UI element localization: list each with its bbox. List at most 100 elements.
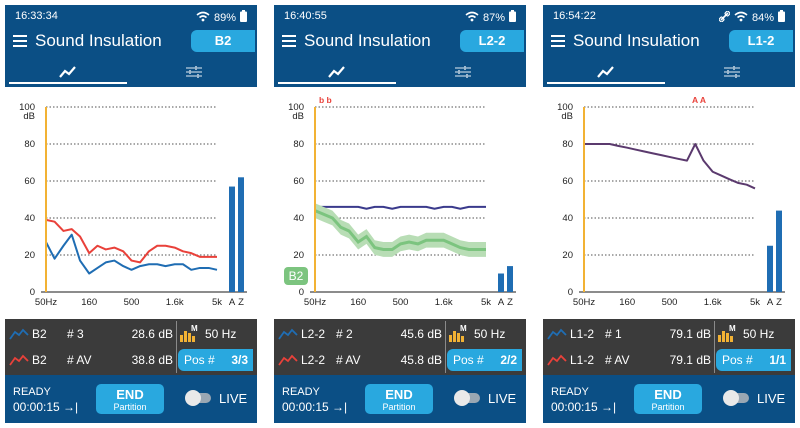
status-icons: 87%: [465, 10, 516, 25]
panel-divider: [445, 321, 446, 373]
status-icons: 89%: [196, 10, 247, 25]
position-counter[interactable]: Pos # 3/3: [178, 349, 253, 371]
y-tick-label: 80: [24, 139, 35, 150]
y-tick-label: 100: [288, 102, 304, 113]
tab-settings[interactable]: [669, 57, 795, 87]
link-icon: [718, 9, 731, 25]
x-tick-label: 50Hz: [35, 297, 57, 308]
x-tick-label: 5k: [750, 297, 760, 308]
tab-graph[interactable]: [543, 57, 669, 87]
row-name: B2: [32, 327, 47, 341]
tab-underline: [547, 82, 665, 84]
status-time: 16:54:22: [553, 10, 596, 22]
z-label: Z: [507, 297, 513, 308]
ready-status: READY: [282, 386, 320, 398]
tab-bar: [543, 57, 795, 87]
menu-icon[interactable]: [13, 35, 27, 48]
marker-frequency: 50 Hz: [743, 327, 775, 341]
marker-frequency: 50 Hz: [205, 327, 237, 341]
y-tick-label: 0: [568, 287, 573, 298]
top-markers: A A: [692, 95, 706, 105]
x-tick-label: 50Hz: [573, 297, 595, 308]
tab-settings[interactable]: [131, 57, 257, 87]
info-row-average: L2-2 # AV 45.8 dB: [274, 347, 526, 373]
tab-settings[interactable]: [400, 57, 526, 87]
y-tick-label: 60: [293, 176, 304, 187]
battery-percent: 89%: [213, 11, 236, 24]
graph-icon: [597, 66, 614, 78]
row-number: # 1: [605, 327, 622, 341]
y-tick-label: 40: [293, 213, 304, 224]
y-tick-label: 100: [557, 102, 573, 113]
position-selector[interactable]: B2: [191, 30, 255, 52]
sliders-icon: [455, 66, 471, 78]
row-value: 79.1 dB: [669, 327, 711, 341]
screen-3: 16:54:22 84% Sound Insulation L1-2 100 80…: [543, 5, 795, 423]
status-bar: 16:33:34 89%: [5, 5, 257, 27]
measurement-timer: 00:00:15 →|: [13, 400, 79, 414]
y-tick-label: 40: [562, 213, 573, 224]
row-name: B2: [32, 353, 47, 367]
y-tick-label: 100: [19, 102, 35, 113]
position-counter[interactable]: Pos # 1/1: [716, 349, 791, 371]
live-toggle[interactable]: [185, 390, 213, 406]
row-name: L1-2: [570, 353, 595, 367]
row-value: 28.6 dB: [131, 327, 173, 341]
top-markers: b b: [319, 95, 332, 105]
page-title: Sound Insulation: [304, 31, 431, 50]
position-selector[interactable]: L1-2: [729, 30, 793, 52]
live-label: LIVE: [757, 391, 786, 406]
tab-graph[interactable]: [274, 57, 400, 87]
info-panel: L1-2 # 1 79.1 dB L1-2 # AV 79.1 dB M 50 …: [543, 319, 795, 375]
live-toggle[interactable]: [454, 390, 482, 406]
reference-badge-label: B2: [289, 269, 304, 283]
spectrum-marker-icon[interactable]: M: [448, 324, 468, 342]
info-row-current: L2-2 # 2 45.6 dB: [274, 321, 526, 347]
end-partition-button[interactable]: END Partition: [365, 384, 433, 414]
info-row-current: L1-2 # 1 79.1 dB: [543, 321, 795, 347]
row-number: # AV: [605, 353, 630, 367]
position-label: Pos #: [453, 353, 484, 367]
spectrum-chart: 100 80 60 40 20 0 dB 50Hz 160 500 1.6k 5k A Z A A: [557, 95, 785, 308]
svg-text:M: M: [191, 324, 198, 333]
y-tick-label: 0: [30, 287, 35, 298]
x-tick-label: 50Hz: [304, 297, 326, 308]
spectrum-marker-icon[interactable]: M: [717, 324, 737, 342]
end-sublabel: Partition: [651, 402, 685, 412]
a-label: A: [498, 297, 505, 308]
page-title: Sound Insulation: [573, 31, 700, 50]
x-tick-label: 1.6k: [704, 297, 722, 308]
spectrum-marker-icon[interactable]: M: [179, 324, 199, 342]
x-tick-label: 5k: [212, 297, 222, 308]
wifi-icon: [465, 11, 479, 25]
position-value: 1/1: [769, 353, 786, 367]
info-row-average: B2 # AV 38.8 dB: [5, 347, 257, 373]
panel-divider: [714, 321, 715, 373]
x-tick-label: 160: [350, 297, 366, 308]
live-toggle[interactable]: [723, 390, 751, 406]
z-label: Z: [238, 297, 244, 308]
reference-badge[interactable]: B2: [284, 267, 308, 285]
live-label: LIVE: [219, 391, 248, 406]
live-label: LIVE: [488, 391, 517, 406]
y-tick-label: 60: [24, 176, 35, 187]
tab-graph[interactable]: [5, 57, 131, 87]
wifi-icon: [196, 11, 210, 25]
series-line: [45, 233, 218, 275]
toggle-knob: [185, 390, 201, 406]
screen-2: 16:40:55 87% Sound Insulation L2-2 100 80…: [274, 5, 526, 423]
screen-1: 16:33:34 89% Sound Insulation B2 100 80 60…: [5, 5, 257, 423]
menu-icon[interactable]: [551, 35, 565, 48]
row-number: # AV: [67, 353, 92, 367]
end-partition-button[interactable]: END Partition: [634, 384, 702, 414]
ready-status: READY: [13, 386, 51, 398]
end-partition-button[interactable]: END Partition: [96, 384, 164, 414]
row-name: L2-2: [301, 327, 326, 341]
position-counter[interactable]: Pos # 2/2: [447, 349, 522, 371]
position-selector[interactable]: L2-2: [460, 30, 524, 52]
battery-percent: 87%: [482, 11, 505, 24]
tab-underline: [278, 82, 396, 84]
menu-icon[interactable]: [282, 35, 296, 48]
red-line-icon: [278, 354, 298, 366]
y-unit-label: dB: [292, 111, 304, 122]
